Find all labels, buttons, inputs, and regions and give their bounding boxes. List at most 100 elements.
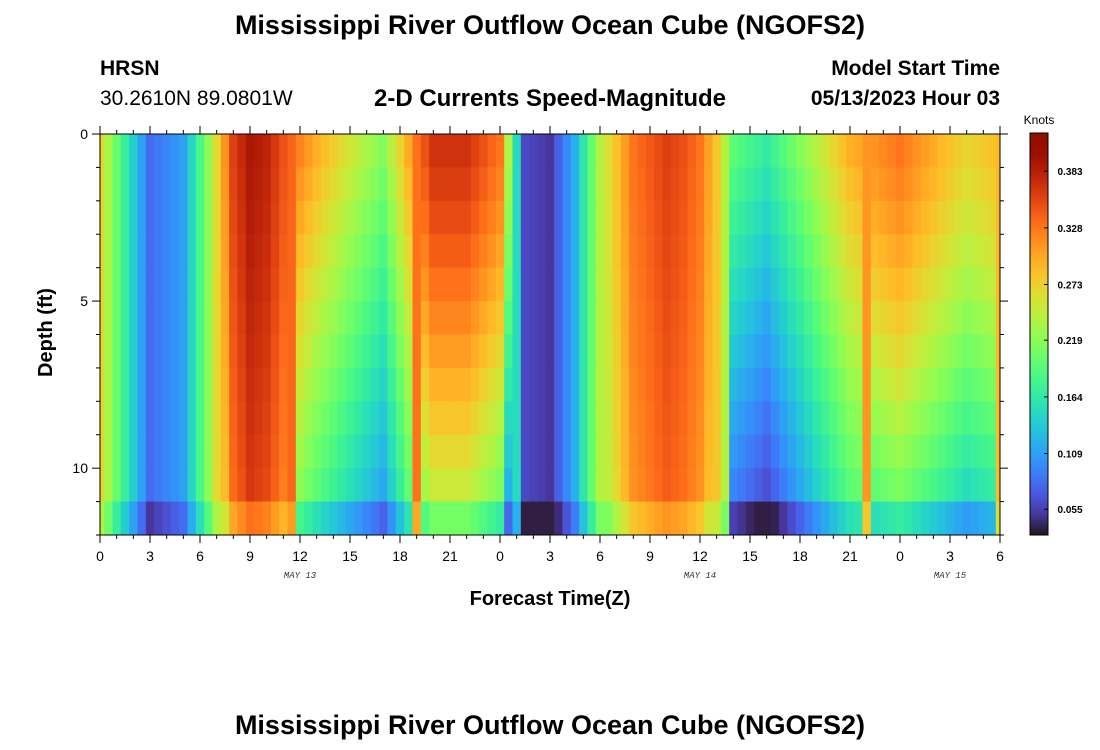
heatmap-cell (729, 234, 738, 269)
heatmap-cell (495, 367, 505, 402)
heatmap-cell (512, 468, 522, 502)
heatmap-cell (854, 334, 863, 369)
heatmap-cell (187, 301, 197, 335)
heatmap-cell (870, 334, 880, 369)
heatmap-cell (804, 468, 813, 502)
heatmap-cell (412, 434, 422, 469)
heatmap-cell (645, 468, 655, 502)
heatmap-cell (520, 501, 530, 536)
heatmap-cell (920, 334, 930, 369)
heatmap-cell (100, 167, 105, 202)
heatmap-cell (970, 134, 980, 168)
heatmap-cell (312, 367, 322, 402)
heatmap-cell (970, 401, 980, 436)
x-tick-label: 0 (896, 548, 904, 564)
heatmap-cell (129, 234, 138, 269)
heatmap-cell (412, 301, 422, 335)
heatmap-cell (995, 434, 1001, 469)
heatmap-cell (812, 301, 822, 335)
heatmap-cell (545, 200, 555, 235)
heatmap-cell (254, 167, 263, 202)
heatmap-cell (820, 167, 830, 202)
heatmap-cell (229, 501, 238, 536)
heatmap-cell (754, 267, 763, 302)
heatmap-cell (637, 501, 647, 536)
heatmap-cell (504, 200, 513, 235)
heatmap-cell (604, 234, 613, 269)
heatmap-cell (445, 434, 455, 469)
heatmap-cell (104, 501, 113, 536)
heatmap-cell (245, 334, 255, 369)
heatmap-cell (579, 434, 588, 469)
heatmap-cell (479, 234, 488, 269)
heatmap-cell (187, 167, 197, 202)
heatmap-cell (420, 501, 430, 536)
heatmap-cell (304, 401, 313, 436)
heatmap-cell (104, 434, 113, 469)
heatmap-cell (562, 401, 572, 436)
heatmap-cell (787, 200, 797, 235)
heatmap-cell (829, 501, 838, 536)
heatmap-cell (470, 334, 480, 369)
heatmap-cell (337, 401, 347, 436)
heatmap-cell (137, 468, 147, 502)
heatmap-cell (970, 501, 980, 536)
heatmap-cell (462, 301, 472, 335)
heatmap-cell (320, 267, 330, 302)
heatmap-cell (504, 301, 513, 335)
heatmap-cell (879, 468, 888, 502)
heatmap-cell (387, 301, 397, 335)
heatmap-cell (787, 367, 797, 402)
heatmap-cell (179, 468, 188, 502)
heatmap-cell (445, 134, 455, 168)
heatmap-cell (762, 167, 772, 202)
heatmap-cell (287, 200, 297, 235)
x-tick-label: 0 (96, 548, 104, 564)
station-coordinates: 30.2610N 89.0801W (100, 87, 293, 110)
heatmap-cell (254, 200, 263, 235)
heatmap-cell (270, 200, 280, 235)
heatmap-cell (154, 434, 163, 469)
heatmap-cell (254, 301, 263, 335)
heatmap-cell (704, 267, 713, 302)
heatmap-cell (562, 367, 572, 402)
heatmap-cell (520, 267, 530, 302)
heatmap-cell (720, 301, 730, 335)
heatmap-cell (495, 134, 505, 168)
heatmap-cell (512, 367, 522, 402)
heatmap-cell (704, 434, 713, 469)
heatmap-cell (754, 167, 763, 202)
heatmap-cell (270, 434, 280, 469)
heatmap-cell (820, 401, 830, 436)
heatmap-cell (429, 301, 438, 335)
heatmap-cell (120, 301, 130, 335)
heatmap-cell (162, 234, 172, 269)
heatmap-cell (354, 334, 363, 369)
heatmap-cell (520, 167, 530, 202)
heatmap-cell (287, 367, 297, 402)
heatmap-cell (204, 434, 213, 469)
heatmap-cell (454, 367, 463, 402)
heatmap-cell (887, 468, 897, 502)
heatmap-cell (470, 234, 480, 269)
heatmap-cell (145, 301, 155, 335)
heatmap-cell (804, 301, 813, 335)
heatmap-cell (270, 134, 280, 168)
heatmap-cell (645, 401, 655, 436)
heatmap-cell (162, 501, 172, 536)
heatmap-cell (845, 367, 855, 402)
heatmap-cell (279, 200, 288, 235)
heatmap-cell (554, 501, 563, 536)
heatmap-cell (729, 367, 738, 402)
heatmap-cell (804, 234, 813, 269)
heatmap-cell (412, 468, 422, 502)
heatmap-cell (495, 501, 505, 536)
heatmap-cell (520, 301, 530, 335)
heatmap-cell (937, 134, 947, 168)
heatmap-cell (854, 167, 863, 202)
heatmap-cell (195, 134, 205, 168)
heatmap-cell (420, 234, 430, 269)
heatmap-cell (537, 267, 547, 302)
heatmap-cell (820, 501, 830, 536)
heatmap-cell (804, 200, 813, 235)
